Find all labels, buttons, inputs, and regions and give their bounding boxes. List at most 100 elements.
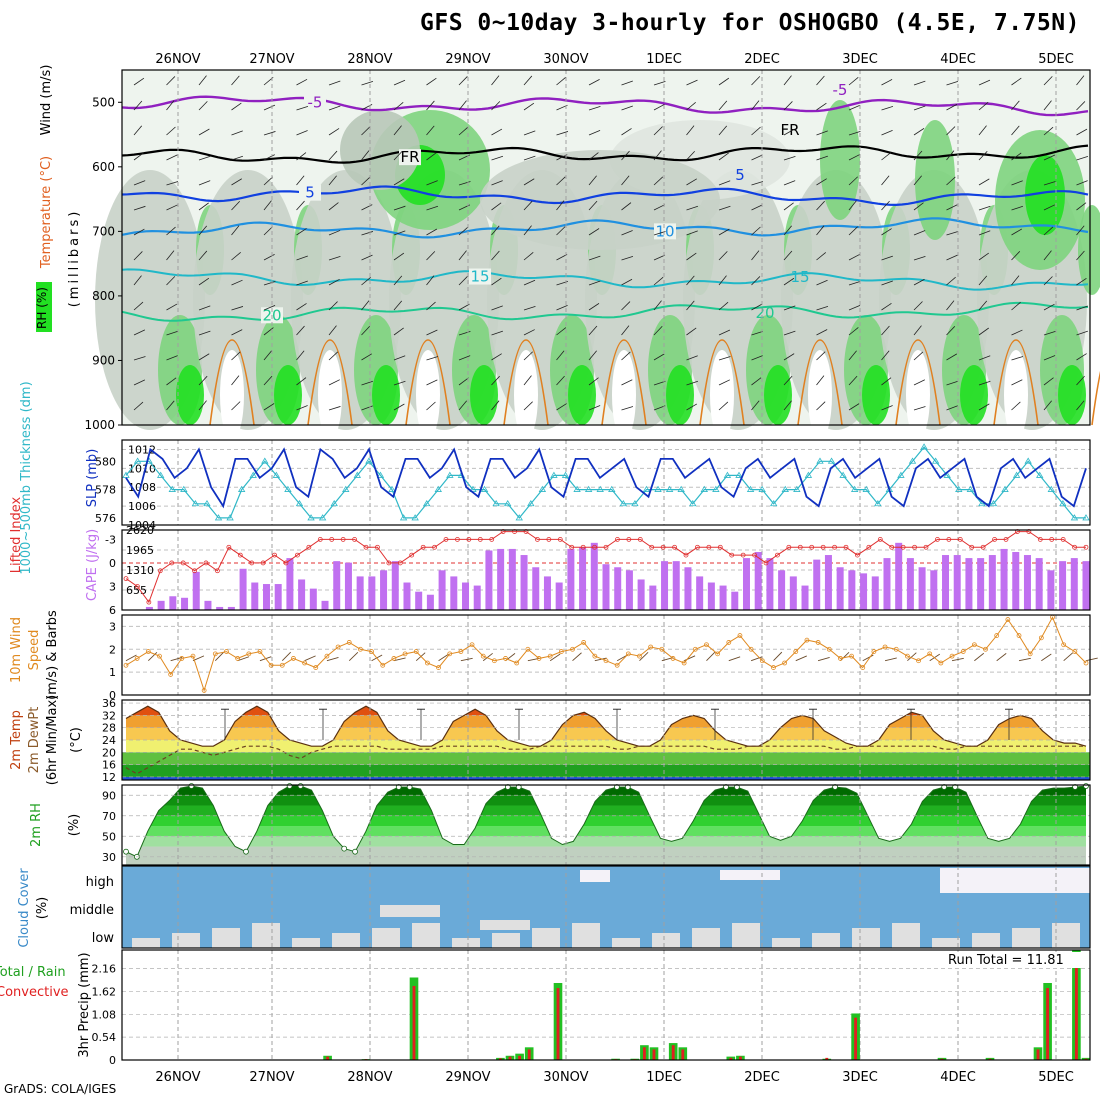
cape-bar <box>356 576 364 610</box>
wind-barb <box>816 401 826 411</box>
temp-contour-hot <box>699 339 745 426</box>
top-date-label: 26NOV <box>155 52 200 67</box>
thickness-marker <box>758 485 766 492</box>
wind-barb <box>783 250 793 261</box>
wind-barb <box>263 350 272 361</box>
cloud-low-block <box>932 938 960 948</box>
wind-barb <box>491 225 500 236</box>
wind-barb <box>523 155 536 161</box>
cloud-level-high: high <box>86 875 114 890</box>
precip-ytick-label: 0.54 <box>92 1031 117 1044</box>
cloud-low-block <box>812 933 840 948</box>
wind-barb <box>393 355 406 361</box>
wind-barb <box>393 125 402 136</box>
thickness-marker <box>770 499 778 507</box>
wind-barb <box>783 180 796 186</box>
wind-barb <box>231 155 244 161</box>
wind-barb <box>848 154 860 161</box>
wind-barb <box>913 325 922 336</box>
wind-barb <box>1076 128 1088 136</box>
wind-barb <box>198 101 208 111</box>
wind-barb <box>816 130 828 136</box>
wind10-marker <box>335 644 341 650</box>
wind10-marker <box>1005 617 1011 622</box>
wind-barb <box>751 204 763 211</box>
wind-barb <box>751 76 761 86</box>
slp-axis-label: SLP (mb) <box>85 449 100 508</box>
wind10-marker <box>157 653 162 659</box>
thickness-marker <box>365 457 373 464</box>
wind-barb <box>588 280 601 286</box>
wind-barb <box>946 103 958 111</box>
wind10-barb <box>594 657 607 662</box>
wind10-marker <box>491 658 497 664</box>
lifted-index-marker <box>169 560 175 566</box>
wind-barb <box>166 355 178 361</box>
cloud-low-block <box>892 923 920 948</box>
wind-barb <box>588 303 600 311</box>
wind-barb <box>198 155 211 161</box>
wind-barb <box>1011 251 1021 261</box>
rh2m-line <box>125 785 1087 858</box>
precip-conv-bar <box>642 1047 646 1060</box>
cape-bar <box>532 567 540 610</box>
wind10-marker <box>1016 633 1022 638</box>
cape-bar <box>988 555 996 610</box>
cape-bar <box>145 606 153 610</box>
wind-barb <box>426 228 438 236</box>
wind-barb <box>816 252 827 261</box>
bottom-date-label: 5DEC <box>1038 1070 1074 1085</box>
wind-barb <box>426 205 439 211</box>
precip-frame <box>121 949 1091 1061</box>
wind10-marker <box>212 651 218 657</box>
rh-clear-area <box>808 350 832 440</box>
wind10-marker <box>960 649 966 654</box>
cape-bar <box>227 606 235 610</box>
wind10-marker <box>134 656 140 661</box>
wind10-marker <box>1061 642 1067 648</box>
wind-barb <box>816 225 825 236</box>
minmax-axis-label: (6hr Min/Max) <box>45 695 60 785</box>
wind-barb <box>458 250 467 261</box>
credit-label: GrADS: COLA/IGES <box>4 1082 117 1096</box>
wind10-marker <box>190 653 196 659</box>
wind10-marker <box>704 642 709 648</box>
thickness-marker <box>804 471 813 478</box>
lifted-index-marker <box>432 544 437 550</box>
wind-barb <box>751 126 761 136</box>
wind-barb <box>881 280 893 286</box>
wind-barb <box>231 401 241 411</box>
wind10-marker <box>715 651 721 657</box>
temp-ytick-label: 36 <box>102 697 116 710</box>
wind-barb <box>133 356 146 361</box>
wind-barb <box>361 353 372 361</box>
thickness-marker <box>561 471 570 478</box>
precip-conv-bar <box>652 1049 656 1060</box>
precip-conv-bar <box>518 1055 522 1060</box>
lifted-index-marker <box>557 537 563 542</box>
wind-barb <box>588 255 601 261</box>
wind-barb <box>1076 101 1086 111</box>
wind-barb <box>328 128 340 136</box>
wind-barb <box>523 102 535 111</box>
wind-barb <box>848 226 858 236</box>
wind-barb <box>491 375 500 386</box>
thickness-marker <box>411 514 419 521</box>
temp-line <box>125 705 1087 747</box>
thickness-marker <box>1070 514 1079 521</box>
wind-barb <box>653 81 666 86</box>
wind10-marker <box>603 658 609 664</box>
wind10-marker <box>291 656 296 661</box>
cloud-low-block <box>852 928 880 948</box>
rh-axis-label: RH (%) <box>35 287 49 329</box>
wind-barb <box>881 200 890 211</box>
cloud-low-block <box>332 933 360 948</box>
wind-barb <box>231 130 243 136</box>
cape-bar <box>239 568 247 610</box>
wind-barb <box>913 278 925 286</box>
precip-conv-bar <box>671 1045 675 1060</box>
wind-barb <box>393 403 405 411</box>
wind-barb <box>653 353 665 361</box>
wind-barb <box>426 356 439 361</box>
lifted-index-marker <box>740 552 746 558</box>
